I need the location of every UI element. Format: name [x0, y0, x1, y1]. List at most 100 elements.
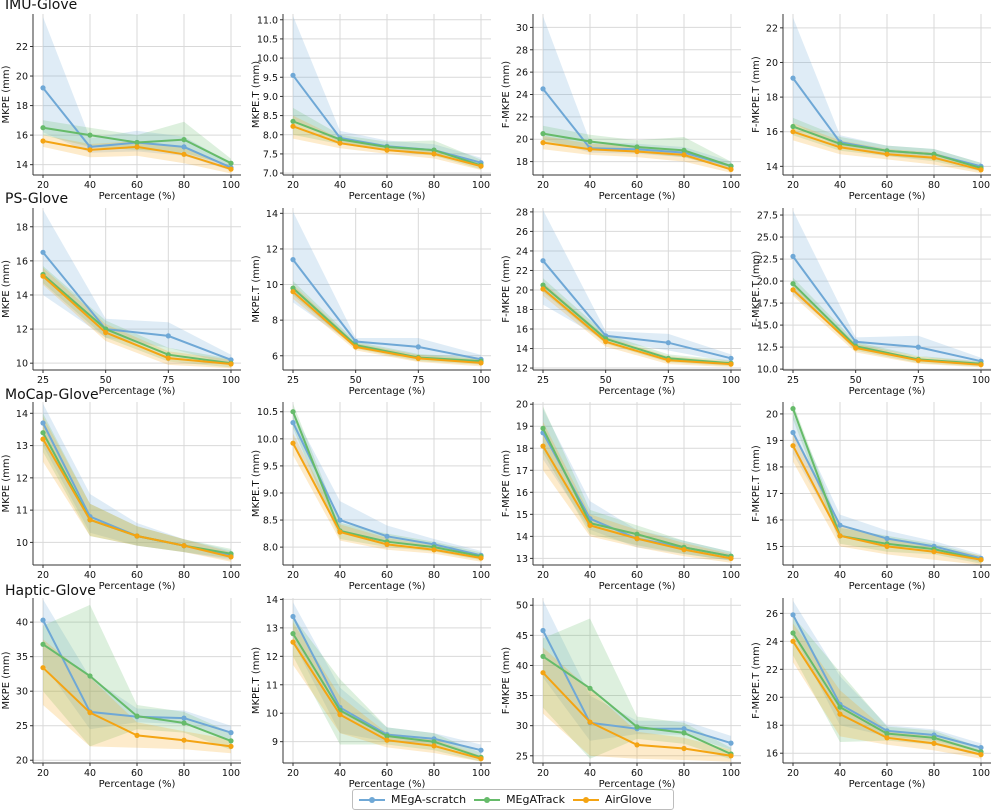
y-tick-label: 16 — [766, 127, 778, 138]
data-point-airglove — [884, 735, 890, 741]
series-line-mega-scratch — [292, 258, 482, 361]
y-tick-label: 14 — [16, 160, 28, 171]
data-point-airglove — [634, 742, 640, 748]
data-point-airglove — [728, 753, 734, 759]
data-point-megatrack — [40, 641, 46, 647]
data-point-mega-scratch — [165, 333, 171, 339]
x-tick-label: 60 — [631, 570, 643, 581]
data-point-mega-scratch — [40, 617, 46, 623]
legend-item-airglove: AirGlove — [572, 793, 652, 806]
y-tick-label: 35 — [516, 691, 528, 702]
y-tick-label: 24 — [516, 246, 528, 257]
data-point-airglove — [587, 146, 593, 152]
data-point-mega-scratch — [837, 522, 843, 528]
data-point-megatrack — [181, 720, 187, 726]
y-tick-label: 11.0 — [257, 15, 278, 26]
y-axis-label: MKPE (mm) — [1, 651, 12, 709]
x-tick-label: 40 — [84, 180, 96, 191]
y-tick-label: 20 — [766, 409, 778, 420]
y-tick-label: 30 — [516, 23, 528, 34]
x-axis-label: Percentage (%) — [99, 386, 176, 397]
y-axis-label: MKPE.T (mm) — [251, 647, 262, 714]
data-point-megatrack — [634, 724, 640, 730]
band-mega-scratch — [43, 17, 231, 171]
y-tick-label: 9.0 — [263, 92, 278, 103]
series-line-airglove — [292, 290, 482, 364]
data-point-mega-scratch — [540, 258, 546, 264]
y-tick-label: 10.0 — [257, 54, 278, 65]
subplot-r1-c1: 25 50 75 100 6 8 10 12 14 Percentage (%) MKPE.T (m… — [251, 208, 491, 397]
y-tick-label: 9.5 — [263, 73, 278, 84]
data-point-airglove — [228, 166, 234, 172]
y-tick-label: 25 — [16, 721, 28, 732]
row-title-imu-glove: IMU-Glove — [5, 0, 77, 13]
x-tick-label: 100 — [722, 768, 740, 779]
x-tick-label: 20 — [537, 570, 549, 581]
data-point-airglove — [634, 536, 640, 542]
data-point-airglove — [915, 357, 921, 363]
data-point-megatrack — [40, 430, 46, 436]
data-point-megatrack — [587, 138, 593, 145]
data-point-mega-scratch — [540, 86, 546, 92]
x-tick-label: 50 — [600, 375, 612, 386]
x-tick-label: 40 — [334, 180, 346, 191]
x-tick-label: 60 — [131, 768, 143, 779]
x-tick-label: 40 — [584, 570, 596, 581]
y-tick-label: 22 — [766, 665, 778, 676]
data-point-airglove — [478, 360, 484, 366]
data-point-megatrack — [681, 730, 687, 736]
x-axis-label: Percentage (%) — [849, 191, 926, 202]
y-tick-label: 14 — [516, 344, 528, 355]
band-airglove — [793, 432, 981, 565]
data-point-airglove — [978, 167, 984, 173]
y-tick-label: 22 — [516, 266, 528, 277]
x-tick-label: 20 — [787, 768, 799, 779]
y-tick-label: 20 — [766, 58, 778, 69]
y-axis-label: F-MKPE.T (mm) — [751, 251, 762, 328]
series-line-megatrack — [292, 287, 482, 363]
y-tick-label: 10.0 — [757, 365, 778, 376]
band-mega-scratch — [793, 210, 981, 365]
data-point-airglove — [853, 345, 859, 351]
x-tick-label: 20 — [37, 768, 49, 779]
x-axis-label: Percentage (%) — [99, 779, 176, 790]
y-tick-label: 18 — [516, 157, 528, 168]
data-point-airglove — [181, 737, 187, 743]
subplot-r0-c0: 20 40 60 80 100 14 16 18 20 22 Percentage (%) MKPE … — [1, 14, 241, 202]
y-axis-label: F-MKPE.T (mm) — [751, 56, 762, 133]
y-tick-label: 40 — [516, 661, 528, 672]
x-tick-label: 60 — [631, 180, 643, 191]
y-tick-label: 15 — [766, 542, 778, 553]
y-tick-label: 8.0 — [263, 130, 278, 141]
data-point-airglove — [415, 355, 421, 361]
series-line-mega-scratch — [792, 255, 982, 363]
series-line-megatrack — [542, 284, 732, 365]
x-tick-label: 40 — [834, 570, 846, 581]
data-point-mega-scratch — [40, 85, 46, 91]
y-tick-label: 20 — [766, 693, 778, 704]
data-point-airglove — [478, 163, 484, 169]
y-tick-label: 8.0 — [263, 543, 278, 554]
x-tick-label: 80 — [428, 180, 440, 191]
data-point-airglove — [290, 639, 296, 645]
data-point-megatrack — [540, 425, 546, 431]
data-point-airglove — [134, 533, 140, 539]
legend-swatch-megatrack — [474, 795, 501, 805]
y-tick-label: 16 — [766, 515, 778, 526]
band-mega-scratch — [293, 211, 481, 364]
y-tick-label: 50 — [516, 601, 528, 612]
data-point-mega-scratch — [415, 344, 421, 350]
data-point-mega-scratch — [40, 420, 46, 426]
y-tick-label: 18 — [16, 101, 28, 112]
series-line-mega-scratch — [42, 251, 232, 361]
y-tick-label: 15.0 — [757, 321, 778, 332]
x-tick-label: 25 — [787, 375, 799, 386]
data-point-airglove — [540, 140, 546, 146]
data-point-airglove — [87, 517, 93, 523]
subplot-r3-c2: 20 40 60 80 100 25 30 35 40 45 50 Percentage (%) F-M… — [501, 598, 741, 790]
y-tick-label: 18 — [516, 305, 528, 316]
y-axis-label: MKPE.T (mm) — [251, 450, 262, 517]
band-megatrack — [43, 266, 231, 368]
data-point-mega-scratch — [790, 429, 796, 436]
data-point-megatrack — [931, 735, 937, 741]
